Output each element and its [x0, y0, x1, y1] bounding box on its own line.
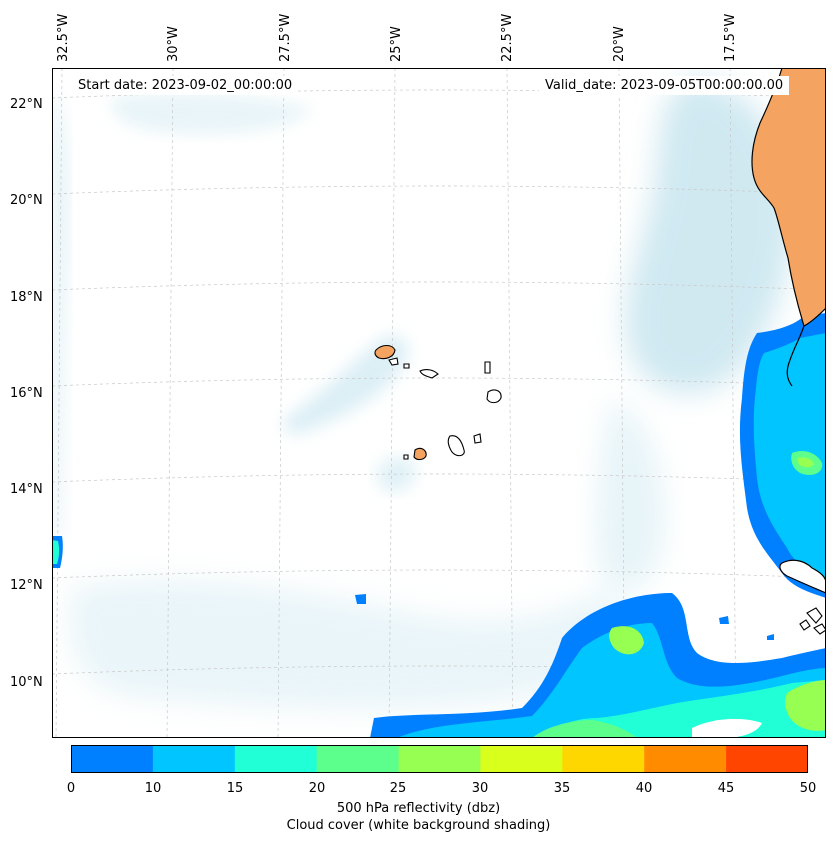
lon-label-22-5w: 22.5°W [500, 13, 515, 62]
valid-date-label: Valid_date: 2023-09-05T00:00:00.00 [539, 76, 790, 95]
lat-label-20n: 20°N [10, 193, 43, 208]
lon-label-20w: 20°W [612, 26, 627, 62]
island-sao-vicente [388, 357, 399, 366]
colorbar-segment-1 [152, 745, 236, 773]
lon-label-30w: 30°W [166, 26, 181, 62]
lat-label-22n: 22°N [10, 97, 43, 112]
cloud-cover-layer [52, 78, 793, 710]
lat-label-10n: 10°N [10, 675, 43, 690]
island-santiago [447, 435, 465, 457]
africa-coastline-south [786, 325, 805, 387]
reflectivity-30-south-2 [609, 626, 644, 655]
colorbar-sublabel: Cloud cover (white background shading) [286, 818, 551, 833]
island-sao-nicolau [419, 369, 439, 379]
colorbar-tick-25: 25 [389, 781, 407, 796]
reflectivity-15-west [52, 540, 60, 564]
colorbar-label: 500 hPa reflectivity (dbz) [336, 801, 501, 816]
island-brava [403, 454, 409, 460]
reflectivity-colorbar [71, 745, 808, 773]
colorbar-tick-35: 35 [553, 781, 571, 796]
colorbar-segment-6 [562, 745, 645, 773]
graticule [52, 68, 826, 738]
island-santa-luzia [403, 363, 410, 369]
island-santo-antao [374, 344, 396, 360]
lon-label-25w: 25°W [389, 26, 404, 62]
colorbar-tick-50: 50 [799, 781, 817, 796]
colorbar-segment-0 [71, 745, 154, 773]
lon-label-32-5w: 32.5°W [56, 13, 71, 62]
island-maio [473, 433, 482, 444]
cape-verde-islands [374, 344, 502, 461]
lat-label-18n: 18°N [10, 290, 43, 305]
island-fogo [413, 447, 427, 461]
map-panel [52, 68, 826, 738]
guinea-bissau-islands [799, 607, 826, 635]
colorbar-tick-15: 15 [226, 781, 244, 796]
colorbar-tick-45: 45 [717, 781, 735, 796]
lon-label-17-5w: 17.5°W [723, 13, 738, 62]
reflectivity-30-south [785, 680, 826, 731]
colorbar-segment-8 [726, 745, 808, 773]
gambia-coast [779, 559, 826, 594]
africa-landmass [751, 68, 826, 327]
map-frame [52, 68, 826, 738]
lat-label-12n: 12°N [10, 578, 43, 593]
colorbar-segment-2 [234, 745, 318, 773]
reflectivity-15-east [753, 333, 826, 578]
colorbar-segment-7 [644, 745, 727, 773]
lat-label-16n: 16°N [10, 386, 43, 401]
colorbar-tick-0: 0 [66, 781, 76, 796]
colorbar-tick-30: 30 [471, 781, 489, 796]
reflectivity-speck-3 [767, 634, 774, 640]
colorbar-segment-4 [398, 745, 481, 773]
start-date-label: Start date: 2023-09-02_00:00:00 [72, 76, 299, 95]
reflectivity-25-south [532, 720, 637, 738]
island-boa-vista [486, 389, 502, 404]
reflectivity-speck-1 [355, 594, 366, 604]
clear-patch-south [692, 718, 762, 738]
island-sal [484, 361, 491, 374]
reflectivity-25-east [797, 457, 814, 468]
lon-label-27-5w: 27.5°W [278, 13, 293, 62]
colorbar-segment-5 [480, 745, 563, 773]
colorbar-tick-10: 10 [144, 781, 162, 796]
reflectivity-layer [52, 313, 826, 738]
reflectivity-speck-2 [719, 616, 729, 624]
colorbar-tick-40: 40 [635, 781, 653, 796]
colorbar-tick-20: 20 [308, 781, 326, 796]
lat-label-14n: 14°N [10, 482, 43, 497]
colorbar-segment-3 [316, 745, 400, 773]
